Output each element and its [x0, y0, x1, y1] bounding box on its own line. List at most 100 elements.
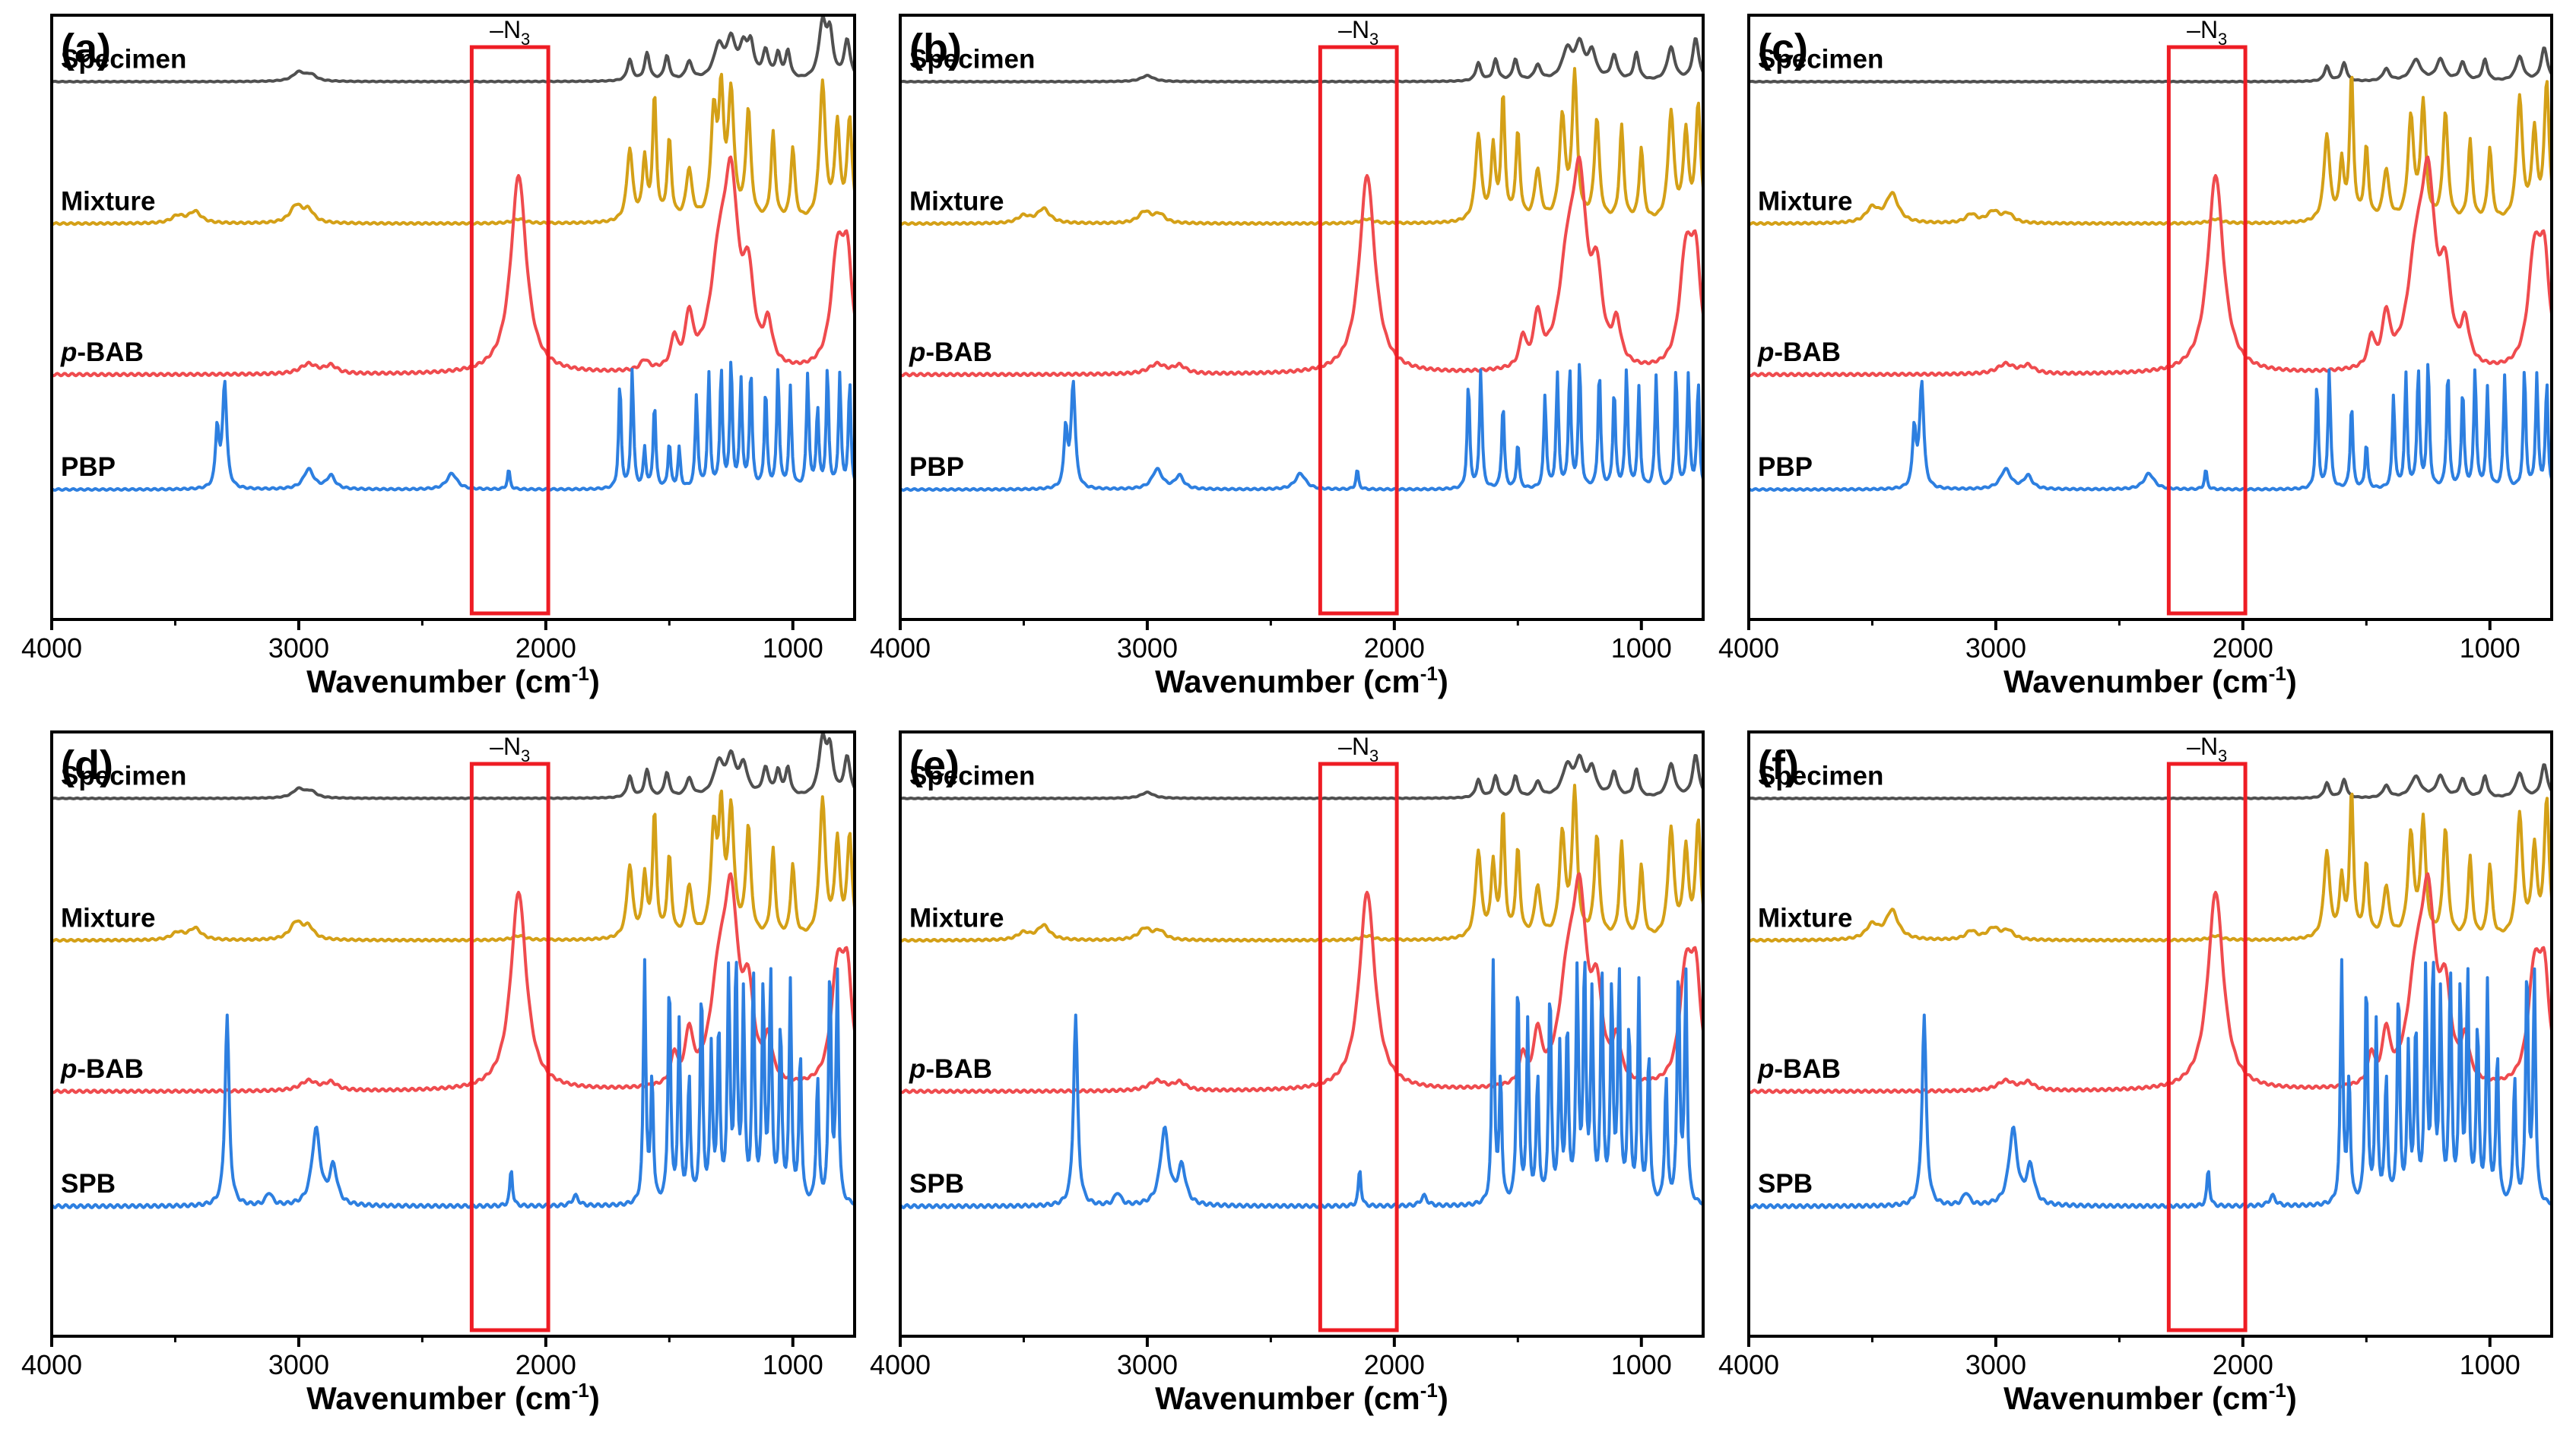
x-tick-label: 3000	[1965, 632, 2026, 664]
spectrum-specimen	[899, 753, 1705, 800]
spectrum-mixture	[899, 67, 1705, 227]
series-label-text: PBP	[1758, 452, 1813, 482]
series-label-text: Specimen	[61, 44, 186, 74]
series-label-mixture: Mixture	[61, 903, 155, 933]
x-tick-label: 3000	[1965, 1349, 2026, 1380]
spectrum-p-bab	[50, 872, 856, 1095]
spectrum-specimen	[51, 732, 856, 800]
series-label-prefix: p	[1757, 1054, 1774, 1084]
spectrum-p-bab	[1747, 872, 2553, 1095]
x-tick-label: 1000	[2460, 632, 2520, 664]
series-label-specimen: Specimen	[61, 761, 186, 790]
series-label-p-bab: p-BAB	[909, 337, 992, 367]
series-label-specimen: Specimen	[909, 761, 1035, 790]
series-label-prefix: p	[909, 337, 925, 367]
series-label-text: SPB	[61, 1169, 116, 1199]
x-tick-label: 2000	[516, 1349, 576, 1380]
azide-label: –N	[1338, 733, 1369, 760]
azide-subscript: 3	[521, 30, 530, 49]
spectrum-p-bab	[50, 155, 856, 378]
azide-annotation: –N3	[490, 16, 530, 49]
x-axis-title-suffix: )	[589, 664, 600, 699]
series-label-specimen: Specimen	[1758, 761, 1883, 790]
panel-e: –N3 4000 3000 2000 1000 Wavenumber (cm-1) (e)S…	[870, 730, 1705, 1416]
x-tick-label: 1000	[1611, 1349, 1672, 1380]
x-axis-title-sup: -1	[2269, 662, 2286, 685]
x-axis-title-text: Wavenumber (cm	[2003, 1380, 2269, 1416]
series-label-specimen: Specimen	[1758, 44, 1883, 74]
panel-b: –N3 4000 3000 2000 1000 Wavenumber (cm-1) (b)S…	[870, 14, 1705, 699]
x-tick-label: 4000	[870, 1349, 931, 1380]
x-axis-title-text: Wavenumber (cm	[2003, 664, 2269, 699]
panel-letter: (d)	[61, 743, 113, 788]
series-label-prefix: p	[60, 1054, 77, 1084]
x-tick-label: 2000	[2213, 632, 2273, 664]
x-axis-title-suffix: )	[589, 1380, 600, 1416]
azide-region-box	[1318, 762, 1399, 1332]
series-label-text: Mixture	[909, 186, 1004, 216]
series-label-specimen: Specimen	[909, 44, 1035, 74]
series-label-p-bab: p-BAB	[909, 1054, 992, 1084]
spectrum-mixture	[899, 784, 1705, 943]
azide-label: –N	[490, 16, 521, 43]
series-label-text: Mixture	[61, 186, 155, 216]
x-tick-label: 4000	[21, 1349, 82, 1380]
azide-subscript: 3	[1369, 30, 1378, 49]
x-axis-title-text: Wavenumber (cm	[306, 1380, 572, 1416]
axes-frame	[50, 14, 856, 621]
x-axis-title-text: Wavenumber (cm	[1155, 1380, 1420, 1416]
spectrum-p-bab	[1747, 155, 2553, 378]
x-tick-label: 2000	[1364, 632, 1425, 664]
spectrum-specimen	[1748, 763, 2553, 800]
series-label-text: Specimen	[61, 761, 186, 790]
x-tick-label: 2000	[1364, 1349, 1425, 1380]
x-axis-title-suffix: )	[1438, 664, 1448, 699]
azide-subscript: 3	[1369, 746, 1378, 765]
x-axis-title-sup: -1	[1420, 662, 1438, 685]
azide-annotation: –N3	[2187, 16, 2227, 49]
x-axis-title: Wavenumber (cm-1)	[1155, 1379, 1448, 1416]
axes-frame	[899, 730, 1705, 1338]
series-label-pbp: PBP	[909, 452, 964, 482]
azide-annotation: –N3	[1338, 16, 1378, 49]
azide-region-box	[469, 45, 550, 616]
spectrum-specimen	[1748, 46, 2553, 84]
x-axis-title-sup: -1	[1420, 1379, 1438, 1402]
azide-subscript: 3	[521, 746, 530, 765]
series-label-p-bab: p-BAB	[60, 337, 144, 367]
series-label-text: -BAB	[1774, 1054, 1840, 1084]
x-tick-label: 3000	[268, 1349, 329, 1380]
x-tick-label: 1000	[763, 1349, 823, 1380]
series-label-text: Specimen	[1758, 761, 1883, 790]
x-tick-label: 4000	[1718, 632, 1779, 664]
series-label-mixture: Mixture	[909, 903, 1004, 933]
spectrum-pbp	[1748, 363, 2553, 492]
series-label-text: -BAB	[925, 1054, 991, 1084]
azide-annotation: –N3	[2187, 733, 2227, 765]
series-label-pbp: PBP	[1758, 452, 1813, 482]
x-tick-label: 3000	[1117, 1349, 1178, 1380]
series-label-text: Mixture	[1758, 903, 1852, 933]
panel-letter: (c)	[1758, 26, 1808, 71]
series-label-prefix: p	[60, 337, 77, 367]
azide-region-box	[469, 762, 550, 1332]
x-tick-label: 3000	[1117, 632, 1178, 664]
spectrum-pbp	[899, 363, 1705, 492]
panel-letter: (e)	[909, 743, 960, 788]
series-label-prefix: p	[909, 1054, 925, 1084]
x-axis-title: Wavenumber (cm-1)	[1155, 662, 1448, 699]
series-label-text: PBP	[909, 452, 964, 482]
series-label-text: Specimen	[909, 44, 1035, 74]
series-label-text: Mixture	[1758, 186, 1852, 216]
x-axis-title-sup: -1	[2269, 1379, 2286, 1402]
series-label-spb: SPB	[1758, 1169, 1813, 1199]
series-label-text: Mixture	[61, 903, 155, 933]
azide-region-box	[1318, 45, 1399, 616]
x-axis-title: Wavenumber (cm-1)	[306, 1379, 600, 1416]
x-tick-label: 3000	[268, 632, 329, 664]
azide-label: –N	[490, 733, 521, 760]
x-axis-title-suffix: )	[2286, 1380, 2297, 1416]
x-tick-label: 2000	[516, 632, 576, 664]
